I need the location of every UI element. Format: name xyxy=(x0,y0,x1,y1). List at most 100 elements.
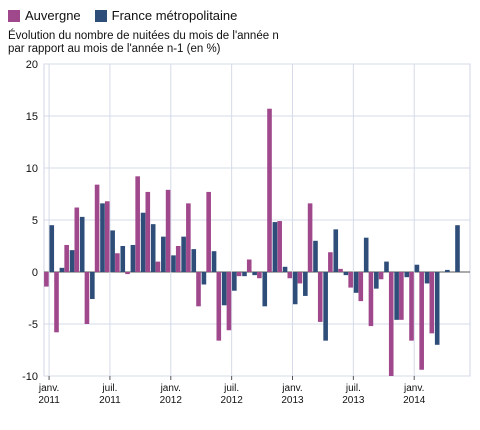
x-tick-label: janv. xyxy=(160,383,181,394)
bar-auvergne xyxy=(196,272,201,307)
bar-france xyxy=(404,272,410,278)
bar-france xyxy=(434,272,440,345)
bar-auvergne xyxy=(429,272,435,334)
bar-france xyxy=(414,264,420,272)
bar-auvergne xyxy=(84,272,90,324)
bar-france xyxy=(424,272,430,284)
bar-france xyxy=(242,272,247,277)
legend-label-auvergne: Auvergne xyxy=(25,8,81,23)
bar-auvergne xyxy=(399,272,404,320)
bar-auvergne xyxy=(94,184,100,272)
x-tick-label: juil. xyxy=(345,383,361,394)
bar-france xyxy=(90,272,95,300)
bar-france xyxy=(394,272,399,320)
bar-auvergne xyxy=(186,203,191,272)
bar-auvergne xyxy=(368,272,374,327)
bar-france xyxy=(161,236,166,272)
bar-france xyxy=(282,266,288,272)
bar-auvergne xyxy=(307,203,313,272)
x-tick-label-year: 2012 xyxy=(221,395,244,406)
chart-subtitle: Évolution du nombre de nuitées du mois d… xyxy=(8,30,279,56)
bar-auvergne xyxy=(338,268,343,272)
bar-auvergne xyxy=(226,272,232,331)
bar-france xyxy=(303,272,308,296)
y-tick-label: 20 xyxy=(26,59,38,71)
bar-auvergne xyxy=(175,246,181,272)
bar-france xyxy=(201,272,207,285)
bar-france xyxy=(69,250,75,272)
x-tick-label-year: 2013 xyxy=(342,395,365,406)
bar-france xyxy=(79,216,85,272)
bar-france xyxy=(211,251,217,272)
bar-auvergne xyxy=(317,272,323,322)
bar-france xyxy=(232,272,237,291)
x-tick-label-year: 2011 xyxy=(38,395,60,406)
bar-france xyxy=(130,244,136,272)
bar-france xyxy=(150,224,156,272)
bar-auvergne xyxy=(206,191,211,272)
x-tick-label-year: 2011 xyxy=(99,395,121,406)
bar-france xyxy=(313,240,318,272)
x-tick-label: janv. xyxy=(38,383,59,394)
bar-auvergne xyxy=(277,221,282,272)
legend-swatch-auvergne xyxy=(8,9,20,22)
x-tick-label: janv. xyxy=(281,383,302,394)
subtitle-line-1: Évolution du nombre de nuitées du mois d… xyxy=(8,30,279,42)
bar-france xyxy=(221,272,227,306)
bar-auvergne xyxy=(257,272,262,279)
y-tick-label: -5 xyxy=(28,319,38,331)
bar-auvergne xyxy=(348,272,353,288)
bar-auvergne xyxy=(54,272,59,333)
legend-item-france: France métropolitaine xyxy=(94,8,238,23)
x-tick-label: juil. xyxy=(223,383,239,394)
x-tick-label-year: 2013 xyxy=(281,395,304,406)
bar-auvergne xyxy=(216,272,222,341)
bar-france xyxy=(374,272,379,289)
bar-france xyxy=(140,212,146,272)
bar-auvergne xyxy=(378,272,384,280)
bar-auvergne xyxy=(135,176,140,272)
bar-france xyxy=(100,203,105,272)
bar-auvergne xyxy=(64,244,69,272)
bar-auvergne xyxy=(44,272,49,287)
bar-auvergne xyxy=(145,191,151,272)
bar-france xyxy=(445,269,450,272)
bar-auvergne xyxy=(297,272,303,284)
legend-item-auvergne: Auvergne xyxy=(8,8,81,23)
bar-france xyxy=(252,272,257,276)
bar-auvergne xyxy=(246,259,252,272)
bar-auvergne xyxy=(125,272,130,275)
y-tick-label: 10 xyxy=(26,163,38,175)
bar-france xyxy=(110,230,115,272)
legend: Auvergne France métropolitaine xyxy=(8,8,237,23)
y-tick-label: -10 xyxy=(22,371,38,383)
bar-france xyxy=(171,255,176,272)
x-tick-label-year: 2012 xyxy=(160,395,183,406)
subtitle-line-2: par rapport au mois de l'année n-1 (en %… xyxy=(8,43,221,55)
bar-auvergne xyxy=(358,272,364,302)
bar-france xyxy=(272,222,278,272)
bar-auvergne xyxy=(267,108,272,272)
x-tick-label: janv. xyxy=(403,383,424,394)
bar-auvergne xyxy=(388,272,394,376)
bar-france xyxy=(384,261,389,272)
bar-france xyxy=(191,249,197,272)
x-tick-label: juil. xyxy=(101,383,117,394)
bar-auvergne xyxy=(165,189,171,272)
bar-france xyxy=(323,272,328,341)
bar-france xyxy=(59,267,65,272)
x-tick-label-year: 2014 xyxy=(403,395,426,406)
bar-france xyxy=(363,237,369,272)
bar-auvergne xyxy=(236,272,242,277)
bar-auvergne xyxy=(419,272,424,370)
bar-france xyxy=(455,225,460,272)
bar-france xyxy=(343,272,349,276)
bar-auvergne xyxy=(115,253,120,272)
bar-auvergne xyxy=(74,207,80,272)
bar-auvergne xyxy=(409,272,414,341)
bar-auvergne xyxy=(155,261,161,272)
legend-label-france: France métropolitaine xyxy=(111,8,238,23)
bar-auvergne xyxy=(104,201,110,272)
bar-france xyxy=(181,236,186,272)
